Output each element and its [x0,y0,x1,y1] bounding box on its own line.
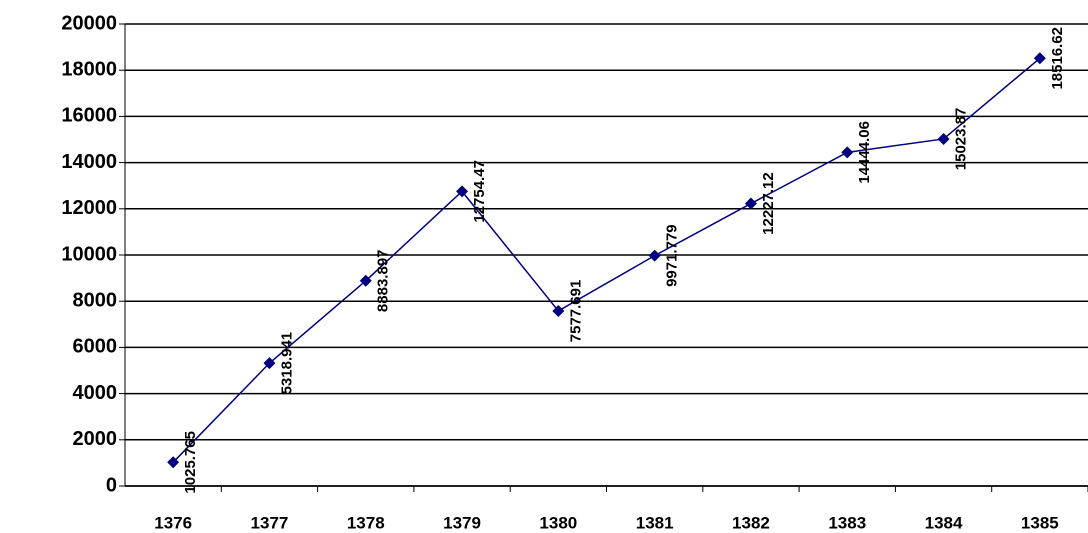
marker [745,198,757,210]
x-tick-label: 1382 [732,513,770,532]
marker [841,146,853,158]
x-tick-label: 1384 [925,513,963,532]
y-tick-label: 4000 [73,382,118,404]
y-tick-label: 2000 [73,428,118,450]
line [173,58,1040,462]
y-tick-label: 18000 [61,58,117,80]
y-tick-label: 8000 [73,289,118,311]
chart: 0 2000 4000 6000 8000 10000 12000 14000 16000 180… [0,0,1088,533]
y-tick-label: 20000 [61,12,117,34]
y-tick-label: 12000 [61,197,117,219]
x-tick-label: 1381 [636,513,674,532]
data-label: 8883.897 [375,249,392,312]
data-label: 1025.765 [182,431,199,494]
data-label: 7577.691 [567,280,584,343]
data-label: 12227.12 [760,172,777,235]
x-tick-label: 1385 [1021,513,1059,532]
x-tick-label: 1378 [347,513,385,532]
y-tick-label: 0 [106,474,117,496]
y-tick-label: 16000 [61,105,117,127]
data-label: 5318.941 [278,332,295,395]
x-tick-label: 1383 [828,513,866,532]
data-label: 18516.62 [1049,27,1066,90]
x-tick-label: 1376 [154,513,192,532]
y-tick-label: 14000 [61,151,117,173]
data-label: 15023.87 [953,108,970,171]
data-label: 12754.47 [471,160,488,223]
data-label: 9971.779 [664,224,681,287]
x-tick-label: 1377 [251,513,289,532]
y-tick-label: 10000 [61,243,117,265]
data-label: 14444.06 [856,121,873,184]
marker [649,250,661,262]
x-tick-label: 1380 [539,513,577,532]
x-tick-label: 1379 [443,513,481,532]
y-tick-label: 6000 [73,336,118,358]
